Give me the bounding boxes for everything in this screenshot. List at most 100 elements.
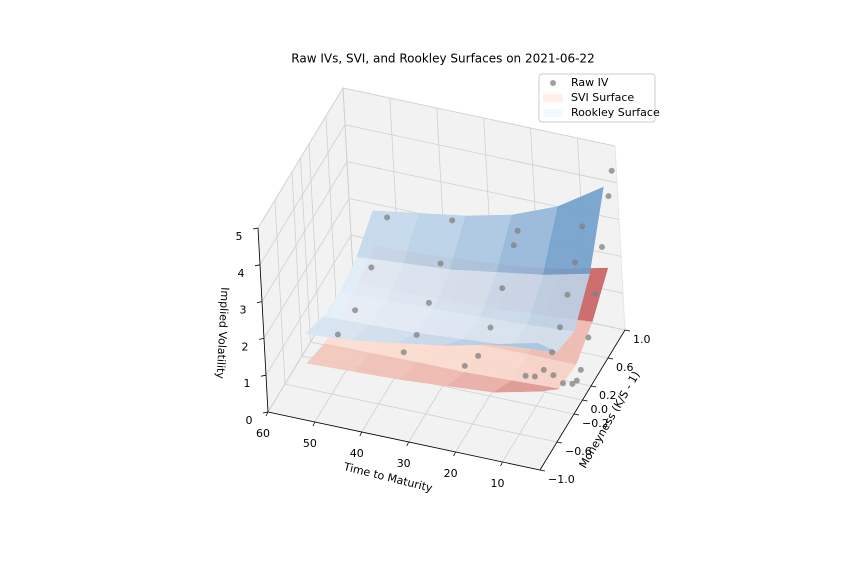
z-tick-label: 0 — [246, 414, 253, 427]
grid-line — [259, 124, 346, 266]
raw-iv-point — [571, 259, 578, 266]
z-tick-label: 2 — [242, 340, 249, 353]
raw-iv-point — [368, 264, 375, 271]
z-tick — [252, 227, 259, 230]
raw-iv-point — [573, 377, 580, 384]
legend-patch — [543, 94, 563, 102]
y-axis-line — [539, 329, 626, 471]
z-tick-label: 1 — [244, 377, 251, 390]
y-tick — [573, 413, 580, 416]
x-tick-label: 20 — [444, 467, 458, 480]
y-tick — [590, 385, 597, 388]
x-tick-label: 40 — [350, 447, 364, 460]
grid-line — [300, 157, 311, 343]
raw-iv-point — [352, 307, 359, 314]
raw-iv-point — [540, 366, 547, 373]
raw-iv-point — [564, 291, 571, 298]
raw-iv-point — [413, 331, 420, 338]
z-tick — [260, 374, 267, 377]
x-tick-label: 50 — [303, 437, 317, 450]
x-tick-label: 30 — [397, 457, 411, 470]
raw-iv-point — [510, 242, 517, 249]
grid-line — [342, 87, 354, 273]
raw-iv-point — [579, 223, 586, 230]
z-tick-label: 4 — [238, 267, 245, 280]
raw-iv-point — [522, 372, 529, 379]
raw-iv-point — [400, 349, 407, 356]
grid-line — [261, 161, 348, 302]
z-tick — [258, 338, 265, 340]
y-tick — [607, 357, 614, 360]
x-axis-label: Time to Maturity — [341, 460, 434, 495]
grid-line — [344, 124, 618, 184]
grid-line — [263, 198, 350, 339]
raw-iv-point — [425, 299, 432, 306]
legend-box — [538, 73, 656, 123]
y-tick-label: 0.0 — [591, 403, 609, 416]
z-tick — [254, 264, 261, 267]
raw-iv-point — [560, 380, 567, 387]
surface-face — [493, 380, 559, 393]
grid-line — [257, 87, 344, 229]
z-tick-label: 5 — [236, 230, 243, 243]
grid-line — [308, 143, 320, 329]
raw-iv-point — [605, 193, 612, 200]
grid-line — [265, 234, 352, 376]
raw-iv-point — [577, 366, 584, 373]
grid-line — [274, 199, 286, 385]
y-tick-label: 0.2 — [599, 389, 617, 402]
raw-iv-point — [608, 167, 615, 174]
legend-label: SVI Surface — [571, 91, 634, 104]
x-tick-label: 10 — [490, 477, 504, 490]
x-tick — [359, 431, 363, 437]
raw-iv-point — [449, 217, 456, 224]
chart-title: Raw IVs, SVI, and Rookley Surfaces on 20… — [291, 52, 594, 66]
y-tick-label: 0.6 — [616, 361, 634, 374]
y-tick-label: −0.6 — [565, 445, 592, 458]
x-tick — [406, 441, 410, 447]
raw-iv-point — [499, 285, 506, 292]
grid-line — [325, 115, 337, 301]
x-tick — [500, 461, 503, 467]
legend-patch — [543, 109, 563, 117]
raw-iv-point — [531, 373, 538, 380]
raw-iv-point — [334, 331, 341, 338]
z-axis-label: Implied Volatility — [214, 287, 232, 380]
raw-iv-point — [569, 380, 576, 387]
z-axis-line — [257, 227, 269, 413]
grid-line — [342, 87, 616, 147]
legend-label: Raw IV — [571, 76, 609, 89]
legend-label: Rookley Surface — [571, 106, 660, 119]
legend-marker — [550, 80, 556, 86]
z-tick — [256, 301, 263, 303]
raw-iv-point — [461, 362, 468, 369]
raw-iv-point — [592, 291, 599, 298]
y-tick — [624, 329, 631, 332]
y-tick-label: −0.2 — [582, 417, 609, 430]
grid-line — [284, 383, 558, 443]
raw-iv-point — [514, 227, 521, 234]
x-tick — [453, 451, 456, 457]
y-tick — [556, 441, 563, 444]
x-tick — [265, 411, 269, 417]
x-tick-label: 60 — [256, 427, 270, 440]
z-tick-label: 3 — [240, 304, 247, 317]
grid-line — [291, 171, 303, 357]
raw-iv-point — [549, 349, 556, 356]
raw-iv-point — [384, 214, 391, 221]
y-tick — [539, 469, 546, 472]
raw-iv-point — [585, 334, 592, 341]
y-tick-label: −1.0 — [548, 473, 575, 486]
raw-iv-point — [550, 372, 557, 379]
x-axis-line — [267, 411, 541, 471]
y-tick — [582, 399, 588, 402]
raw-iv-point — [556, 324, 563, 331]
raw-iv-point — [487, 324, 494, 331]
surface-face — [491, 343, 557, 353]
x-tick — [312, 421, 316, 427]
raw-iv-point — [437, 260, 444, 267]
y-tick-label: 1.0 — [633, 333, 651, 346]
raw-iv-point — [598, 243, 605, 250]
raw-iv-point — [475, 352, 482, 359]
